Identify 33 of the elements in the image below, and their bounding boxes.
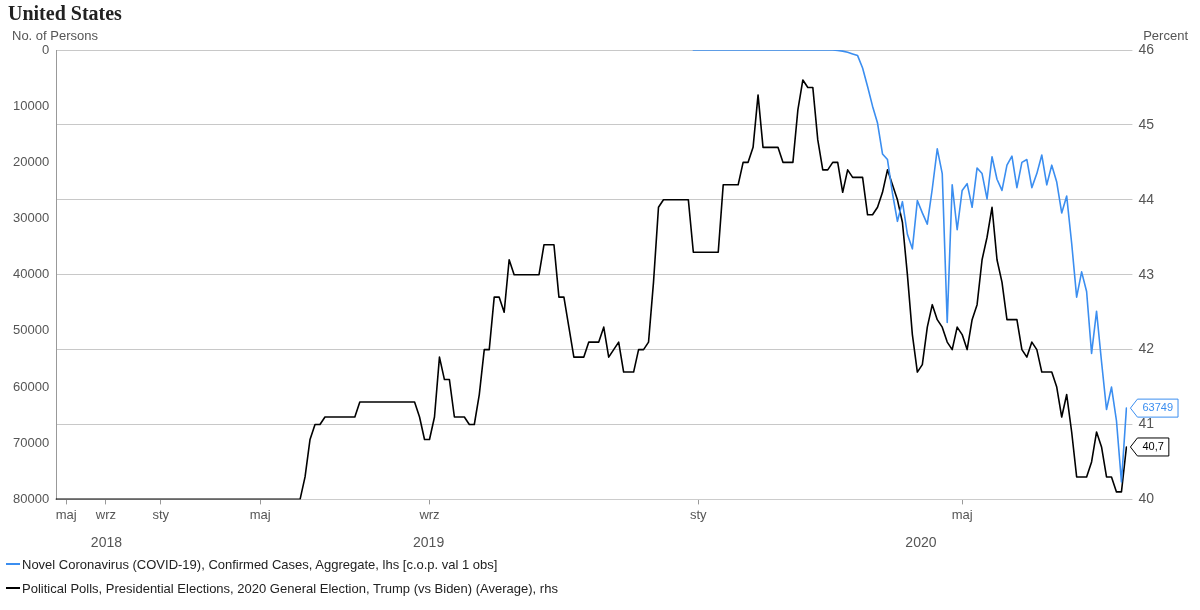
legend-label: Political Polls, Presidential Elections, 2020 General Election, Trump (vs Biden) (Average), rhs	[22, 580, 558, 596]
y-tick-label: 80000	[12, 490, 50, 506]
y2-tick-label: 42	[1138, 340, 1155, 357]
y-tick-label: 50000	[12, 322, 50, 338]
y2-tick-label: 44	[1138, 190, 1155, 207]
y2-axis-title: Percent	[1143, 28, 1189, 43]
text: 2019	[413, 534, 445, 551]
text: 2018	[90, 534, 123, 551]
y-tick-label: 40000	[12, 266, 50, 282]
y-tick-label: 10000	[12, 97, 50, 113]
x-tick-label: maj	[249, 506, 271, 522]
y-tick-label: 70000	[12, 434, 50, 450]
y-tick-label: 60000	[12, 378, 50, 394]
y2-tick-label: 46	[1138, 40, 1155, 57]
text: 2020	[905, 534, 937, 551]
x-tick-label: wrz	[94, 506, 117, 522]
legend-label: Novel Coronavirus (COVID-19), Confirmed Cases, Aggregate, lhs [c.o.p. val 1 obs]	[22, 556, 498, 572]
y2-tick-label: 45	[1138, 115, 1155, 132]
y-tick-label: 30000	[12, 210, 50, 226]
x-tick-label: maj	[951, 506, 973, 522]
data-label: 40,7	[1142, 440, 1164, 452]
y-tick-label: 20000	[12, 153, 50, 169]
data-label: 63749	[1142, 401, 1174, 414]
chart-title: United States	[8, 2, 123, 24]
y2-tick-label: 43	[1138, 265, 1155, 282]
y-axis-title: No. of Persons	[12, 28, 99, 43]
y2-tick-label: 41	[1138, 415, 1155, 432]
x-tick-label: sty	[690, 506, 708, 522]
y-tick-label: 0	[41, 41, 50, 57]
x-tick-label: maj	[55, 506, 77, 522]
x-tick-label: wrz	[418, 506, 440, 522]
x-tick-label: sty	[152, 506, 170, 522]
y2-tick-label: 40	[1138, 490, 1155, 507]
